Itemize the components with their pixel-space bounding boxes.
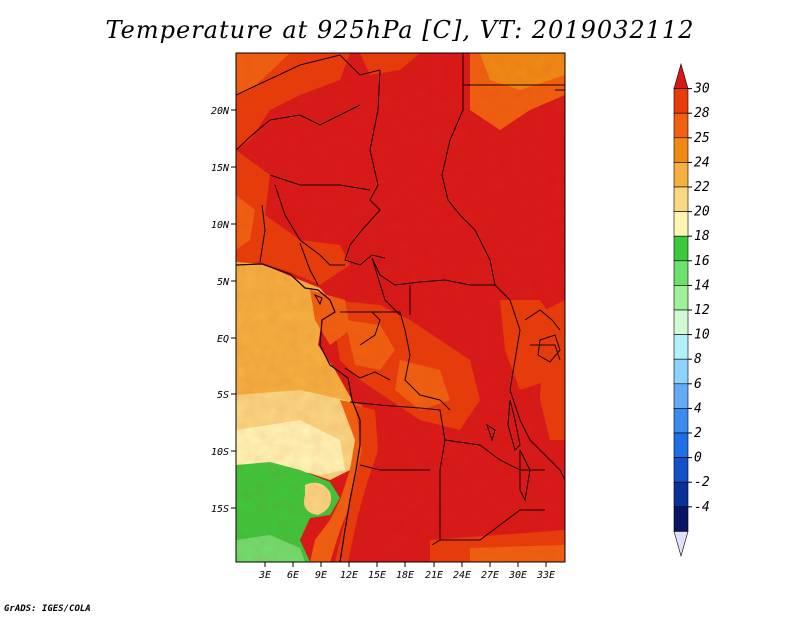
colorbar-label: -2 bbox=[694, 475, 710, 490]
colorbar-label: 14 bbox=[694, 278, 710, 293]
lon-label: 9E bbox=[315, 570, 327, 581]
lon-label: 3E bbox=[258, 570, 271, 581]
colorbar-swatch bbox=[673, 432, 689, 458]
grads-credit: GrADS: IGES/COLA bbox=[4, 604, 91, 614]
colorbar-label: 18 bbox=[694, 229, 710, 244]
colorbar-swatch bbox=[673, 88, 689, 114]
colorbar-swatch bbox=[673, 309, 689, 335]
lon-label: 6E bbox=[287, 570, 299, 581]
colorbar-swatch bbox=[673, 112, 689, 139]
lon-label: 27E bbox=[481, 570, 499, 581]
lat-label: 5S bbox=[217, 390, 229, 401]
colorbar-swatch bbox=[673, 408, 689, 434]
colorbar-swatch bbox=[673, 162, 689, 188]
lon-labels: 3E 6E 9E 12E 15E 18E 21E 24E 27E 30E 33E bbox=[258, 570, 555, 581]
colorbar-label: 2 bbox=[694, 426, 702, 441]
lon-label: 33E bbox=[536, 570, 555, 581]
lat-label: 5N bbox=[217, 277, 230, 288]
colorbar-swatch bbox=[673, 186, 689, 212]
lon-label: 24E bbox=[453, 570, 471, 581]
colorbar-label: 16 bbox=[694, 254, 710, 269]
colorbar-swatch bbox=[673, 506, 689, 532]
colorbar-swatch bbox=[673, 457, 689, 483]
lat-label: EQ bbox=[217, 334, 229, 345]
lon-label: 30E bbox=[508, 570, 527, 581]
lat-label: 10N bbox=[211, 220, 230, 231]
colorbar-swatch bbox=[673, 211, 689, 237]
coastline bbox=[236, 263, 361, 562]
lat-labels: 20N 15N 10N 5N EQ 5S 10S 15S bbox=[211, 106, 230, 515]
colorbar-swatch bbox=[673, 334, 689, 360]
colorbar-swatch bbox=[673, 137, 689, 163]
lon-label: 12E bbox=[340, 570, 358, 581]
lat-label: 20N bbox=[211, 106, 230, 117]
lat-label: 15N bbox=[211, 163, 230, 174]
colorbar-swatch bbox=[673, 260, 689, 286]
colorbar-label: 25 bbox=[694, 131, 710, 146]
colorbar-swatch bbox=[673, 285, 689, 311]
colorbar-swatch bbox=[673, 62, 689, 89]
lat-ticks bbox=[231, 109, 236, 509]
lat-label: 15S bbox=[211, 504, 229, 515]
colorbar-label: 24 bbox=[694, 155, 710, 170]
colorbar-label: 20 bbox=[694, 205, 710, 220]
colorbar-label: -4 bbox=[694, 500, 710, 515]
colorbar-label: 6 bbox=[694, 377, 702, 392]
temperature-field bbox=[236, 53, 565, 562]
colorbar-label: 28 bbox=[694, 106, 710, 121]
lon-label: 18E bbox=[396, 570, 414, 581]
lon-ticks bbox=[264, 562, 547, 567]
colorbar-label: 8 bbox=[694, 352, 702, 367]
colorbar-label: 22 bbox=[694, 180, 710, 195]
colorbar-swatch bbox=[673, 235, 689, 262]
colorbar-swatch bbox=[673, 383, 689, 409]
lon-label: 15E bbox=[368, 570, 386, 581]
colorbar-label: 12 bbox=[694, 303, 710, 318]
map-title: Temperature at 925hPa [C], VT: 201903211… bbox=[105, 16, 695, 44]
colorbar-swatch bbox=[673, 358, 689, 385]
colorbar-label: 0 bbox=[694, 451, 702, 466]
lat-label: 10S bbox=[211, 447, 229, 458]
map-frame bbox=[235, 52, 566, 563]
lakes bbox=[313, 293, 561, 502]
lon-label: 21E bbox=[425, 570, 443, 581]
colorbar-label: 10 bbox=[694, 328, 710, 343]
country-borders bbox=[236, 53, 565, 546]
colorbar-label: 4 bbox=[694, 401, 702, 416]
colorbar-swatch bbox=[673, 481, 689, 508]
colorbar-label: 30 bbox=[693, 82, 710, 97]
colorbar-swatch bbox=[673, 531, 689, 558]
